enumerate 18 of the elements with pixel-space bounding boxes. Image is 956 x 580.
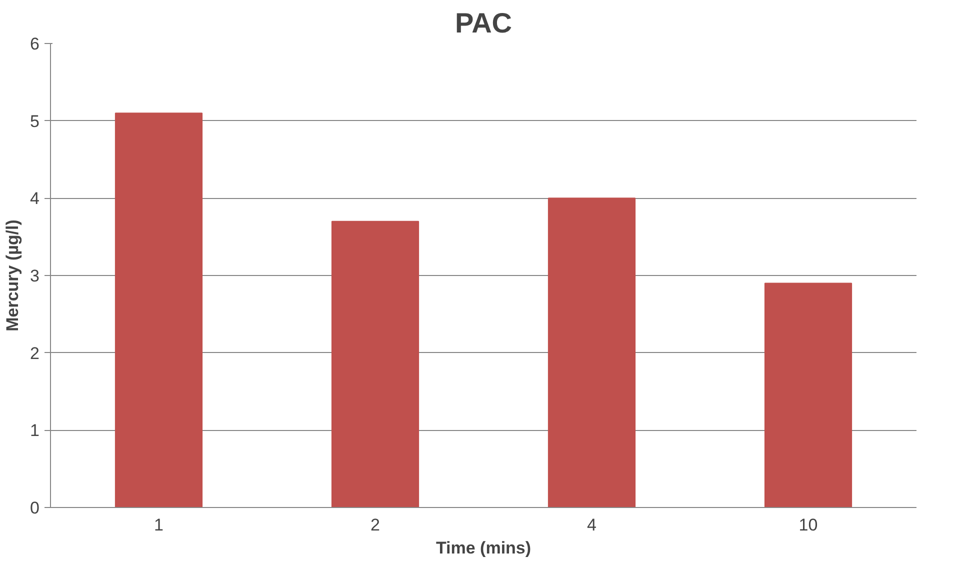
bar	[764, 282, 852, 508]
x-tick-label: 1	[154, 516, 164, 534]
y-axis-title: Mercury (µg/l)	[3, 220, 22, 332]
y-tick-label: 6	[30, 34, 40, 54]
bar	[548, 198, 636, 508]
chart-title: PAC	[454, 8, 512, 38]
bar	[114, 112, 203, 508]
y-tick-label: 1	[30, 421, 40, 440]
bar	[331, 220, 420, 508]
y-tick-label: 0	[30, 498, 40, 518]
y-tick-label: 3	[30, 266, 40, 286]
x-axis-title: Time (mins)	[436, 538, 532, 558]
y-tick-label: 4	[30, 189, 40, 208]
x-tick-label: 10	[798, 516, 818, 534]
x-tick-label: 4	[587, 516, 596, 534]
y-tick-label: 5	[30, 112, 40, 131]
x-tick-label: 2	[370, 516, 380, 534]
y-tick-label: 2	[30, 344, 40, 363]
